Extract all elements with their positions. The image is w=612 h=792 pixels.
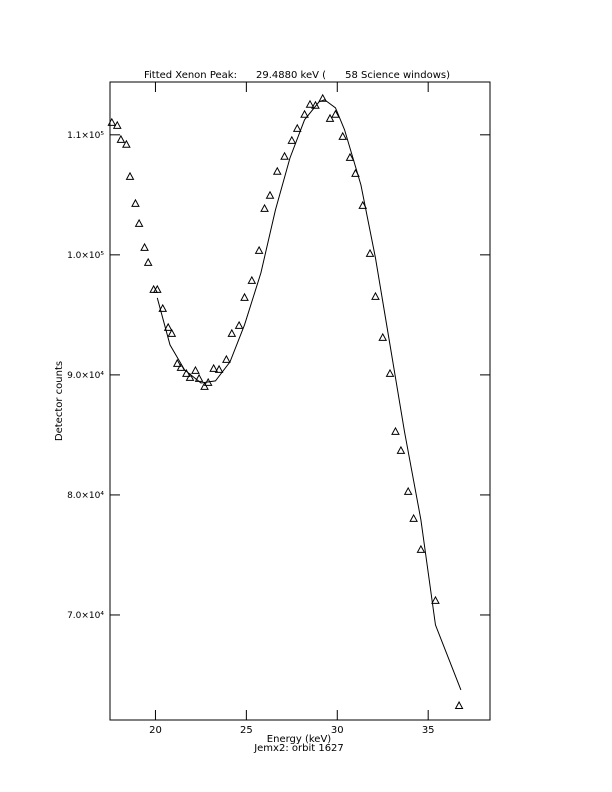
data-point — [194, 373, 204, 382]
data-point — [191, 365, 200, 374]
data-point — [185, 372, 195, 381]
data-point — [416, 544, 426, 553]
x-tick-label: 30 — [331, 725, 344, 736]
data-point — [325, 113, 335, 122]
x-tick-label: 35 — [422, 725, 435, 736]
data-point — [331, 109, 340, 118]
data-point — [385, 368, 395, 377]
y-tick-label: 1.1×10⁵ — [67, 131, 104, 141]
data-point — [260, 203, 269, 212]
data-point — [227, 328, 237, 337]
plot-frame — [109, 81, 491, 721]
data-point — [272, 166, 282, 175]
data-point — [265, 190, 275, 199]
data-point — [214, 364, 224, 373]
data-point — [172, 358, 182, 367]
data-point — [107, 117, 117, 126]
data-point — [409, 513, 418, 522]
data-point — [305, 99, 315, 108]
y-tick-label: 8.0×10⁴ — [67, 491, 104, 501]
data-point — [280, 151, 289, 160]
data-point — [152, 284, 162, 293]
data-point — [345, 152, 355, 161]
data-point — [143, 257, 153, 266]
data-point — [131, 198, 140, 207]
chart-subtitle: Jemx2: orbit 1627 — [253, 743, 344, 754]
data-point — [391, 426, 400, 435]
data-point — [116, 134, 126, 143]
data-point — [134, 218, 144, 227]
data-point — [234, 320, 244, 329]
data-point — [200, 381, 209, 390]
data-point — [365, 248, 375, 257]
fit-line — [156, 99, 462, 691]
data-point — [454, 700, 464, 709]
data-point — [122, 139, 131, 148]
y-tick-label: 9.0×10⁴ — [67, 371, 104, 381]
data-point — [222, 354, 231, 363]
data-point — [431, 595, 440, 604]
chart-title: Fitted Xenon Peak: 29.4880 keV ( 58 Scie… — [144, 70, 450, 81]
data-point — [396, 445, 406, 454]
data-point — [403, 486, 413, 495]
data-point — [338, 131, 348, 140]
data-point — [254, 245, 264, 254]
data-point — [371, 291, 380, 300]
data-point — [209, 363, 218, 372]
x-tick-label: 25 — [240, 725, 253, 736]
x-tick-label: 20 — [149, 725, 162, 736]
data-point — [318, 93, 328, 102]
data-point — [140, 242, 149, 251]
data-point — [112, 120, 122, 129]
data-point — [311, 100, 320, 109]
x-axis-label: Energy (keV) — [267, 734, 332, 745]
data-point — [240, 292, 249, 301]
data-point — [378, 332, 388, 341]
data-point — [125, 171, 135, 180]
data-point — [167, 328, 177, 337]
data-point — [287, 135, 297, 144]
y-tick-label: 1.0×10⁵ — [67, 251, 104, 261]
data-point — [247, 275, 257, 284]
data-point — [300, 109, 309, 118]
data-point — [163, 322, 173, 331]
data-point — [292, 123, 302, 132]
y-axis-label: Detector counts — [54, 361, 65, 441]
y-tick-label: 7.0×10⁴ — [67, 611, 104, 621]
data-point — [158, 303, 168, 312]
